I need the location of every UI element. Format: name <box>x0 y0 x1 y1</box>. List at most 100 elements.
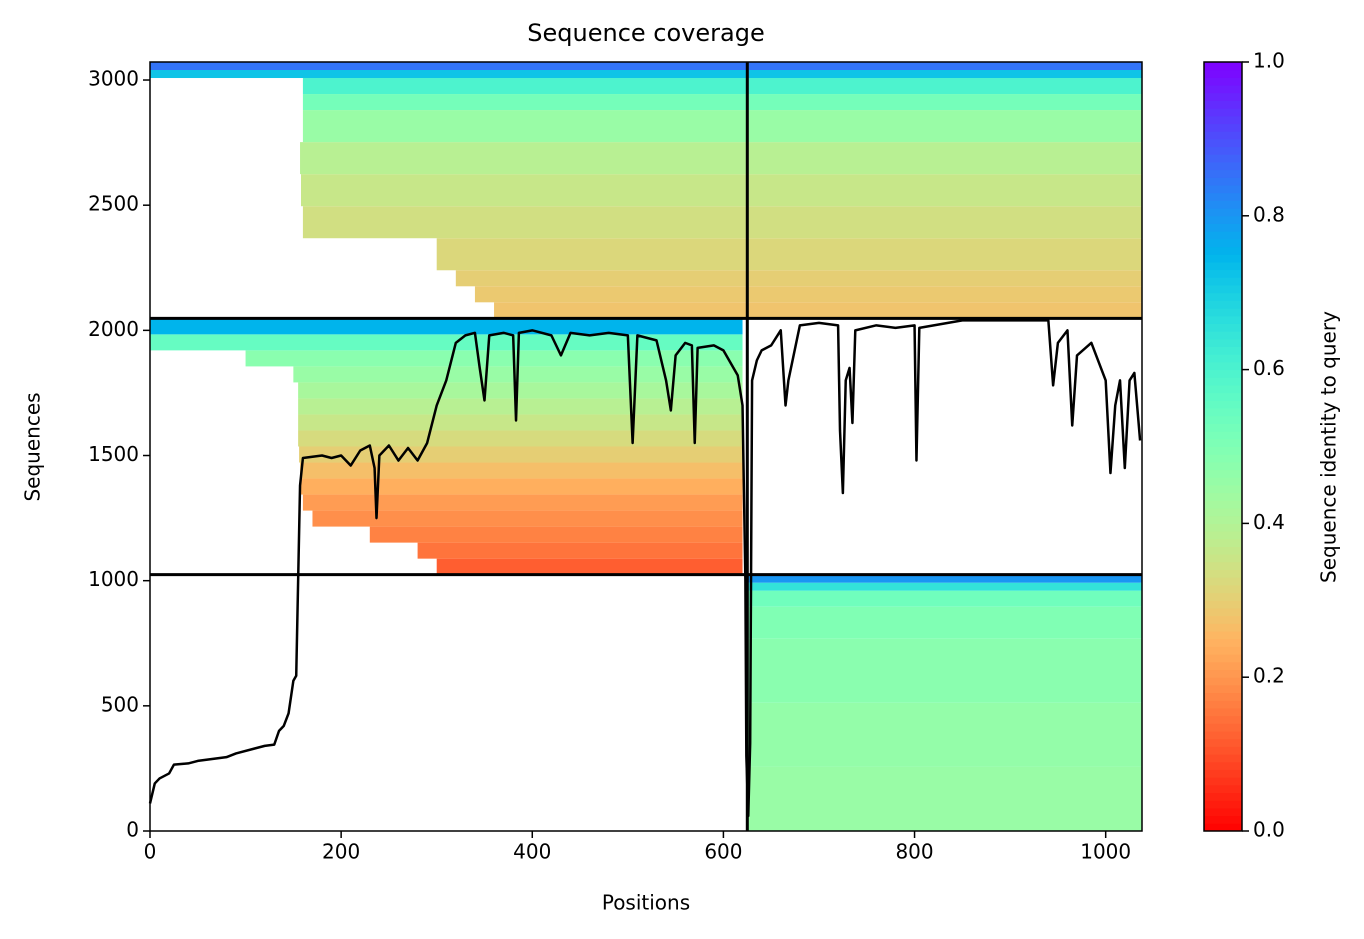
heatmap-band <box>747 206 1142 239</box>
heatmap-band <box>494 302 748 319</box>
heatmap-band <box>302 206 748 239</box>
heatmap-band <box>747 302 1142 319</box>
colorbar-tick-label: 0.4 <box>1253 510 1285 534</box>
x-tick-label: 800 <box>895 840 933 864</box>
x-axis-label: Positions <box>602 891 690 915</box>
heatmap-band <box>474 286 748 303</box>
heatmap-band <box>747 582 1142 591</box>
heatmap-band <box>436 558 743 575</box>
colorbar-swatch <box>1204 92 1242 101</box>
colorbar-swatch <box>1204 154 1242 163</box>
colorbar-swatch <box>1204 731 1242 740</box>
colorbar-swatch <box>1204 600 1242 609</box>
colorbar-swatch <box>1204 769 1242 778</box>
colorbar-swatch <box>1204 638 1242 647</box>
colorbar-tick-label: 0.8 <box>1253 202 1285 226</box>
y-tick-label: 500 <box>101 692 139 716</box>
colorbar-swatch <box>1204 700 1242 709</box>
colorbar-swatch <box>1204 361 1242 371</box>
heatmap-band <box>298 430 743 447</box>
colorbar-swatch <box>1204 100 1242 109</box>
colorbar-swatch <box>1204 684 1242 694</box>
colorbar-swatch <box>1204 138 1242 148</box>
colorbar-swatch <box>1204 392 1242 401</box>
y-tick-label: 1000 <box>88 567 139 591</box>
y-tick-label: 1500 <box>88 442 139 466</box>
heatmap-band <box>300 462 743 479</box>
colorbar-swatch <box>1204 631 1242 640</box>
colorbar-swatch <box>1204 784 1242 794</box>
colorbar-swatch <box>1204 577 1242 586</box>
colorbar-swatch <box>1204 508 1242 517</box>
heatmap-band <box>150 62 748 71</box>
colorbar-swatch <box>1204 746 1242 755</box>
colorbar-swatch <box>1204 461 1242 471</box>
y-tick-label: 2500 <box>88 192 139 216</box>
heatmap-band <box>747 638 1142 703</box>
colorbar-swatch <box>1204 738 1242 747</box>
colorbar-swatch <box>1204 438 1242 447</box>
colorbar-swatch <box>1204 231 1242 240</box>
heatmap-band <box>747 590 1142 607</box>
colorbar-swatch <box>1204 646 1242 655</box>
heatmap-band <box>300 478 743 495</box>
heatmap-band <box>747 702 1142 767</box>
heatmap-band <box>245 350 743 367</box>
colorbar-label: Sequence identity to query <box>1317 311 1341 583</box>
colorbar-swatch <box>1204 692 1242 701</box>
heatmap-band <box>747 142 1142 175</box>
colorbar-swatch <box>1204 477 1242 486</box>
colorbar-swatch <box>1204 192 1242 201</box>
colorbar-swatch <box>1204 677 1242 686</box>
heatmap-band <box>747 574 1142 583</box>
colorbar-swatch <box>1204 584 1242 594</box>
colorbar-swatch <box>1204 815 1242 824</box>
heatmap-band <box>369 526 743 543</box>
colorbar-swatch <box>1204 85 1242 94</box>
colorbar-swatch <box>1204 408 1242 417</box>
colorbar-swatch <box>1204 669 1242 678</box>
heatmap-band <box>298 382 743 399</box>
colorbar-swatch <box>1204 223 1242 232</box>
colorbar-swatch <box>1204 792 1242 801</box>
heatmap-band <box>302 494 743 511</box>
colorbar-swatch <box>1204 177 1242 186</box>
colorbar-swatch <box>1204 346 1242 355</box>
colorbar-swatch <box>1204 62 1242 71</box>
colorbar-swatch <box>1204 200 1242 209</box>
colorbar-swatch <box>1204 308 1242 317</box>
chart-title: Sequence coverage <box>527 19 764 47</box>
colorbar-swatch <box>1204 569 1242 578</box>
heatmap-band <box>302 94 748 111</box>
colorbar-swatch <box>1204 77 1242 86</box>
colorbar-swatch <box>1204 377 1242 386</box>
colorbar-swatch <box>1204 215 1242 224</box>
colorbar-swatch <box>1204 546 1242 555</box>
heatmap-band <box>300 174 748 207</box>
colorbar-swatch <box>1204 761 1242 770</box>
colorbar-swatch <box>1204 777 1242 786</box>
colorbar-swatch <box>1204 185 1242 194</box>
colorbar-swatch <box>1204 323 1242 332</box>
colorbar-swatch <box>1204 354 1242 363</box>
heatmap-band <box>150 334 743 351</box>
colorbar-swatch <box>1204 331 1242 340</box>
colorbar-swatch <box>1204 415 1242 424</box>
colorbar-swatch <box>1204 269 1242 278</box>
heatmap-band <box>747 174 1142 207</box>
colorbar-swatch <box>1204 292 1242 301</box>
heatmap-band <box>298 398 743 415</box>
colorbar-swatch <box>1204 561 1242 571</box>
heatmap-band <box>300 142 748 175</box>
heatmap-band <box>747 606 1142 639</box>
colorbar-tick-label: 0.0 <box>1253 818 1285 842</box>
colorbar-swatch <box>1204 169 1242 178</box>
colorbar-swatch <box>1204 108 1242 117</box>
colorbar-swatch <box>1204 208 1242 217</box>
colorbar-swatch <box>1204 623 1242 632</box>
colorbar-swatch <box>1204 607 1242 617</box>
colorbar-swatch <box>1204 384 1242 394</box>
colorbar-swatch <box>1204 131 1242 140</box>
colorbar-swatch <box>1204 723 1242 732</box>
